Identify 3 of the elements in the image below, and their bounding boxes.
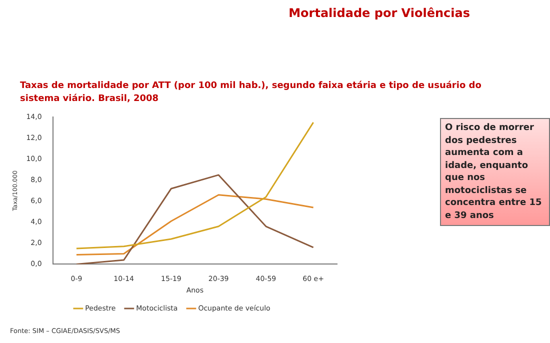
chart-subtitle: Taxas de mortalidade por ATT (por 100 mil hab.), segundo faixa etária e tipo de usuário do sistema viário. Brasil, 2008	[20, 80, 482, 106]
text: O risco de morrer dos pedestres aumenta com a idade, enquanto que nos motociclistas se concentra entre 15 e 39 anos	[440, 118, 550, 226]
text: Mortalidade por Violências	[288, 6, 470, 20]
